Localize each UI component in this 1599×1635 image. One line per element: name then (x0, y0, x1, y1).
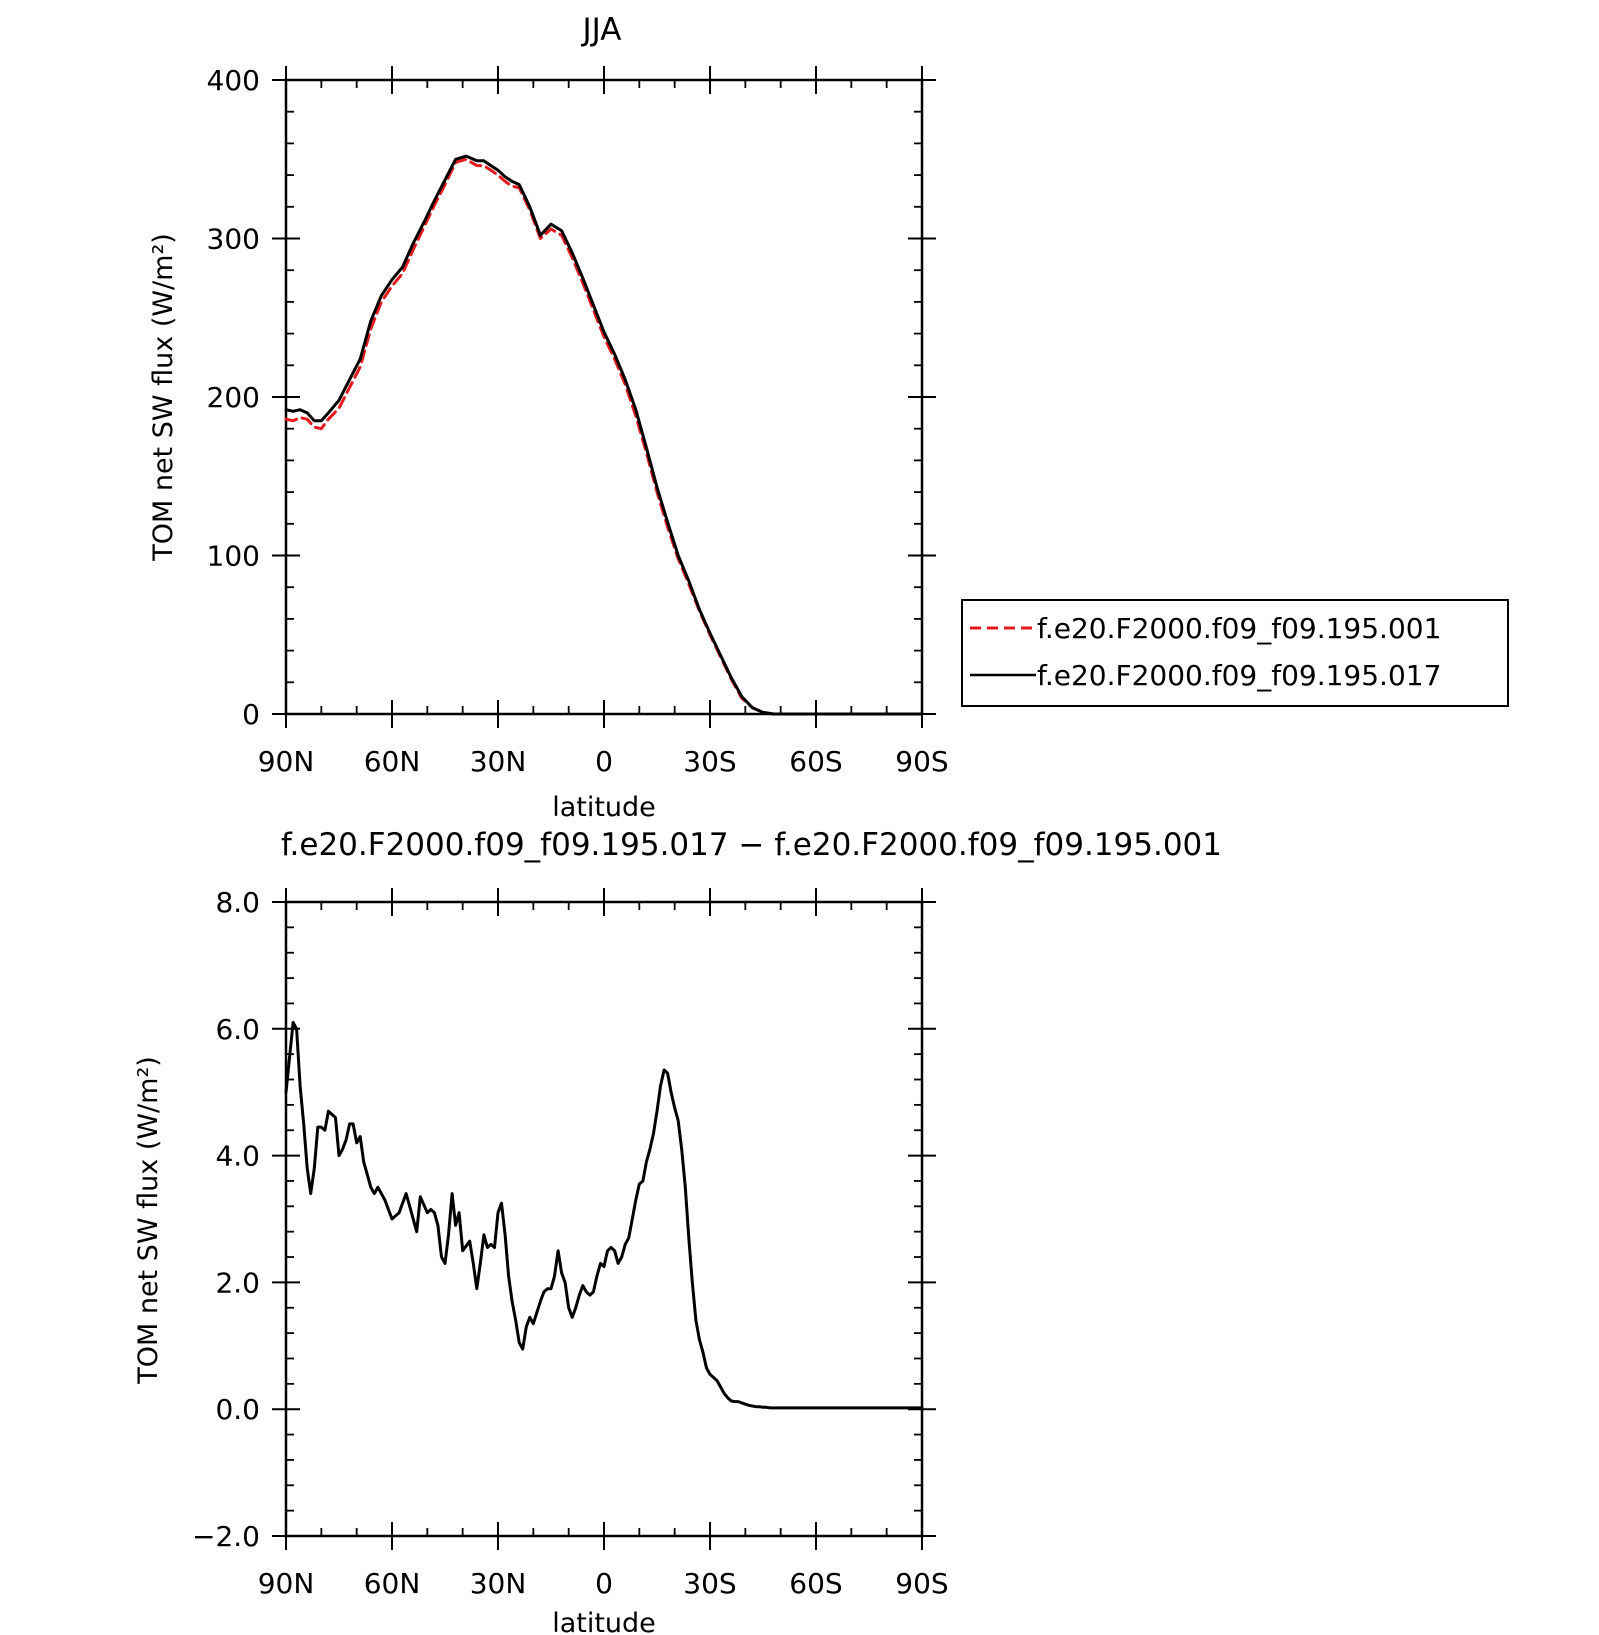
x-tick-label: 60N (364, 745, 421, 778)
bottom-series-line (284, 1021, 924, 1410)
y-tick-label: 200 (207, 381, 260, 414)
y-tick-label: 300 (207, 223, 260, 256)
y-tick-label: 100 (207, 540, 260, 573)
bottom-x-axis-label: latitude (552, 1608, 656, 1635)
top-x-tick-labels: 90N 60N 30N 0 30S 60S 90S (258, 745, 949, 778)
y-tick-label: 2.0 (215, 1266, 260, 1299)
bottom-x-tick-labels: 90N 60N 30N 0 30S 60S 90S (258, 1567, 949, 1600)
y-tick-label: 0 (242, 698, 260, 731)
bottom-chart-title: f.e20.F2000.f09_f09.195.017 − f.e20.F200… (281, 827, 1222, 863)
bottom-plot-frame (284, 900, 924, 1538)
top-series-lines (284, 154, 924, 716)
y-tick-label: 0.0 (215, 1393, 260, 1426)
y-tick-label: 400 (207, 64, 260, 97)
legend-label-series-2: f.e20.F2000.f09_f09.195.017 (1037, 659, 1441, 692)
top-chart-title: JJA (581, 12, 622, 48)
top-series-line-2 (284, 154, 924, 716)
x-tick-label: 60N (364, 1567, 421, 1600)
y-tick-label: 8.0 (215, 886, 260, 919)
x-tick-label: 30N (470, 745, 527, 778)
x-tick-label: 90S (895, 1567, 948, 1600)
y-tick-label: 4.0 (215, 1140, 260, 1173)
x-tick-label: 30S (683, 745, 736, 778)
top-plot-frame (284, 78, 924, 716)
x-tick-label: 90N (258, 745, 315, 778)
y-tick-label: 6.0 (215, 1013, 260, 1046)
x-tick-label: 60S (789, 745, 842, 778)
x-tick-label: 0 (595, 745, 613, 778)
bottom-y-axis-label: TOM net SW flux (W/m²) (133, 1056, 164, 1385)
y-tick-label: −2.0 (192, 1520, 260, 1553)
bottom-series-line-1 (284, 1021, 924, 1410)
x-tick-label: 60S (789, 1567, 842, 1600)
x-tick-label: 0 (595, 1567, 613, 1600)
top-axis-ticks (272, 66, 936, 728)
bottom-panel: f.e20.F2000.f09_f09.195.017 − f.e20.F200… (133, 827, 1222, 1635)
top-y-tick-labels: 0 100 200 300 400 (207, 64, 260, 731)
bottom-y-tick-labels: −2.0 0.0 2.0 4.0 6.0 8.0 (192, 886, 260, 1553)
legend: f.e20.F2000.f09_f09.195.001 f.e20.F2000.… (961, 599, 1509, 707)
bottom-axis-ticks (272, 888, 936, 1550)
top-y-axis-label: TOM net SW flux (W/m²) (148, 233, 179, 562)
legend-label-series-1: f.e20.F2000.f09_f09.195.001 (1037, 612, 1441, 645)
x-tick-label: 90S (895, 745, 948, 778)
x-tick-label: 90N (258, 1567, 315, 1600)
legend-box (961, 599, 1509, 707)
top-series-line-1 (284, 157, 924, 716)
x-tick-label: 30N (470, 1567, 527, 1600)
top-panel: JJA 0 100 200 300 400 90N 60N 30N 0 30S 60S 90S la… (148, 12, 949, 823)
x-tick-label: 30S (683, 1567, 736, 1600)
top-x-axis-label: latitude (552, 792, 656, 823)
